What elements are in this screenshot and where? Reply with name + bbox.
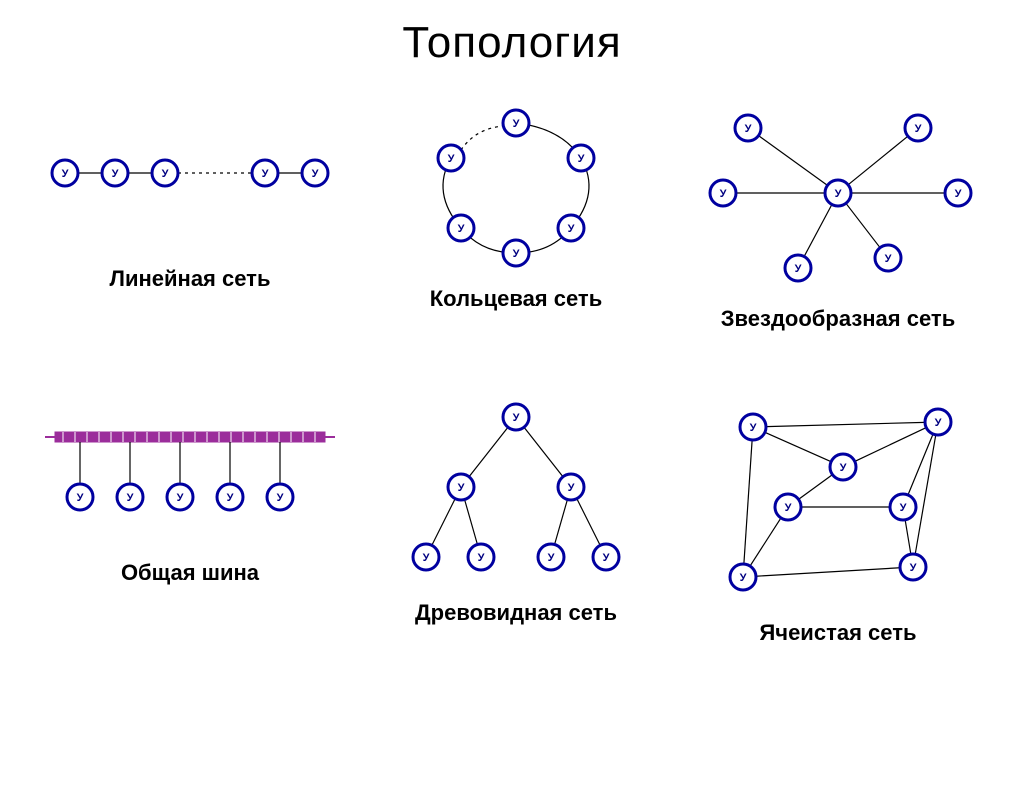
- svg-text:У: У: [885, 253, 892, 265]
- svg-text:У: У: [548, 552, 555, 564]
- svg-text:У: У: [513, 118, 520, 130]
- svg-text:У: У: [745, 123, 752, 135]
- svg-text:У: У: [478, 552, 485, 564]
- topology-bus: У У У У У Общая шина: [30, 392, 350, 646]
- svg-text:У: У: [423, 552, 430, 564]
- svg-text:У: У: [162, 168, 169, 180]
- topology-mesh: У У У У У У У Ячеистая сеть: [682, 392, 994, 646]
- svg-text:У: У: [458, 482, 465, 494]
- svg-text:У: У: [448, 153, 455, 165]
- svg-text:У: У: [568, 223, 575, 235]
- svg-text:У: У: [900, 502, 907, 514]
- topology-tree: У У У У У У У Древовидная сеть: [360, 392, 672, 646]
- svg-text:У: У: [795, 263, 802, 275]
- caption-tree: Древовидная сеть: [415, 600, 617, 626]
- svg-text:У: У: [740, 572, 747, 584]
- caption-linear: Линейная сеть: [110, 266, 271, 292]
- svg-text:У: У: [127, 492, 134, 504]
- svg-text:У: У: [227, 492, 234, 504]
- svg-text:У: У: [568, 482, 575, 494]
- svg-text:У: У: [840, 462, 847, 474]
- svg-text:У: У: [720, 188, 727, 200]
- svg-text:У: У: [312, 168, 319, 180]
- caption-bus: Общая шина: [121, 560, 259, 586]
- svg-text:У: У: [578, 153, 585, 165]
- svg-text:У: У: [955, 188, 962, 200]
- svg-text:У: У: [62, 168, 69, 180]
- topology-grid: УУУУУЛинейная сетьУУУУУУКольцевая сетьУУ…: [0, 68, 1024, 646]
- diagram-mesh: У У У У У У У: [688, 392, 988, 602]
- diagram-linear: УУУУУ: [30, 98, 350, 248]
- svg-text:У: У: [277, 492, 284, 504]
- svg-text:У: У: [262, 168, 269, 180]
- caption-ring: Кольцевая сеть: [430, 286, 602, 312]
- svg-text:У: У: [513, 248, 520, 260]
- caption-star: Звездообразная сеть: [721, 306, 955, 332]
- svg-text:У: У: [935, 417, 942, 429]
- svg-text:У: У: [750, 422, 757, 434]
- page-title: Топология: [0, 18, 1024, 68]
- topology-linear: У У У У У Линейная сеть: [30, 98, 350, 332]
- topology-ring: У У У У У У Кольцевая сеть: [360, 98, 672, 332]
- diagram-ring: У У У У У У: [376, 98, 656, 268]
- svg-text:У: У: [915, 123, 922, 135]
- svg-text:У: У: [835, 188, 842, 200]
- svg-text:У: У: [603, 552, 610, 564]
- diagram-star: У У У У У У У: [688, 98, 988, 288]
- topology-star: У У У У У У У Звездообразная сеть: [682, 98, 994, 332]
- svg-text:У: У: [177, 492, 184, 504]
- svg-text:У: У: [785, 502, 792, 514]
- svg-text:У: У: [112, 168, 119, 180]
- svg-text:У: У: [910, 562, 917, 574]
- svg-text:У: У: [458, 223, 465, 235]
- diagram-bus: УУУУУ: [30, 392, 350, 542]
- diagram-tree: У У У У У У У: [366, 392, 666, 582]
- caption-mesh: Ячеистая сеть: [759, 620, 916, 646]
- svg-text:У: У: [77, 492, 84, 504]
- svg-text:У: У: [513, 412, 520, 424]
